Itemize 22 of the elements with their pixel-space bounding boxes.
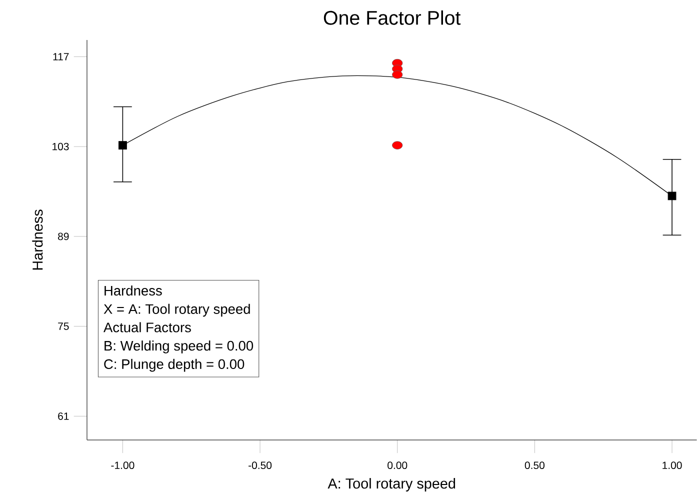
point xyxy=(392,141,403,150)
annotation: X = A: Tool rotary speed xyxy=(104,304,250,317)
x-tick-label: 0.50 xyxy=(524,462,544,470)
chart-title: One Factor Plot xyxy=(324,10,461,25)
y-tick-label: 75 xyxy=(58,322,69,330)
x-tick-label: -1.00 xyxy=(111,462,134,470)
annotation: B: Welding speed = 0.00 xyxy=(104,340,254,354)
x-axis-title: A: Tool rotary speed xyxy=(328,478,456,492)
point xyxy=(668,192,676,200)
annotation: Hardness xyxy=(104,286,162,296)
y-tick-label: 61 xyxy=(58,412,69,420)
x-tick-label: 1.00 xyxy=(662,462,682,470)
annotation: Actual Factors xyxy=(103,322,191,332)
annotation: C: Plunge depth = 0.00 xyxy=(104,358,244,372)
y-axis-title: Hardness xyxy=(32,210,43,270)
x-tick-label: 0.00 xyxy=(388,462,408,470)
point xyxy=(118,141,127,150)
y-tick-label: 103 xyxy=(52,142,69,150)
x-tick-label: -0.50 xyxy=(248,462,272,470)
y-tick-label: 89 xyxy=(58,232,69,240)
y-tick-label: 117 xyxy=(53,53,69,60)
point xyxy=(392,70,403,79)
